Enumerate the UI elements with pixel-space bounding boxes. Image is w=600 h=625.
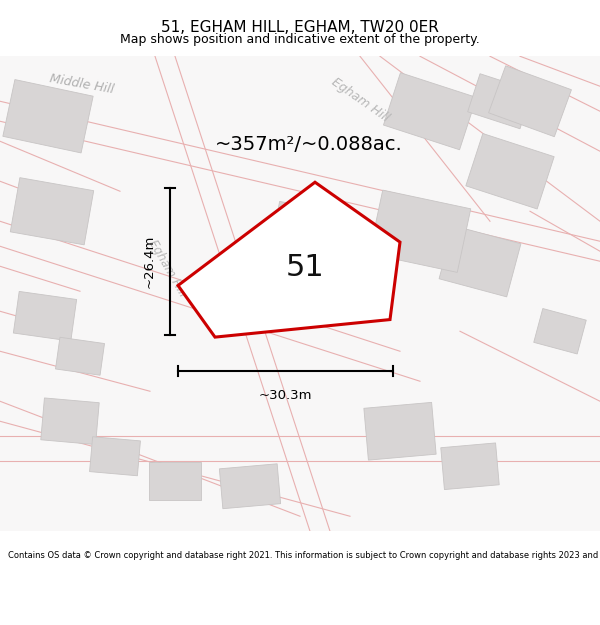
Text: 51: 51 xyxy=(286,253,325,282)
Polygon shape xyxy=(3,79,93,153)
Polygon shape xyxy=(534,309,586,354)
Text: Middle Hill: Middle Hill xyxy=(48,72,115,96)
Polygon shape xyxy=(383,72,476,150)
Text: Egham Hill: Egham Hill xyxy=(329,75,391,124)
Polygon shape xyxy=(55,338,104,375)
Polygon shape xyxy=(439,226,521,297)
Polygon shape xyxy=(149,462,201,500)
Text: Egham Hill: Egham Hill xyxy=(146,238,190,299)
Text: Contains OS data © Crown copyright and database right 2021. This information is : Contains OS data © Crown copyright and d… xyxy=(8,551,600,560)
Polygon shape xyxy=(369,190,471,272)
Polygon shape xyxy=(269,201,350,271)
Polygon shape xyxy=(441,443,499,489)
Text: 51, EGHAM HILL, EGHAM, TW20 0ER: 51, EGHAM HILL, EGHAM, TW20 0ER xyxy=(161,20,439,35)
Polygon shape xyxy=(10,177,94,245)
Polygon shape xyxy=(41,398,99,444)
Polygon shape xyxy=(364,402,436,460)
Text: ~26.4m: ~26.4m xyxy=(143,235,156,288)
Polygon shape xyxy=(89,437,140,476)
Text: Map shows position and indicative extent of the property.: Map shows position and indicative extent… xyxy=(120,34,480,46)
Polygon shape xyxy=(488,66,571,137)
Polygon shape xyxy=(467,74,532,129)
Polygon shape xyxy=(13,291,77,341)
Polygon shape xyxy=(0,56,600,531)
Polygon shape xyxy=(220,464,281,509)
Polygon shape xyxy=(178,182,400,337)
Polygon shape xyxy=(466,134,554,209)
Text: ~30.3m: ~30.3m xyxy=(259,389,312,402)
Text: ~357m²/~0.088ac.: ~357m²/~0.088ac. xyxy=(215,134,403,154)
